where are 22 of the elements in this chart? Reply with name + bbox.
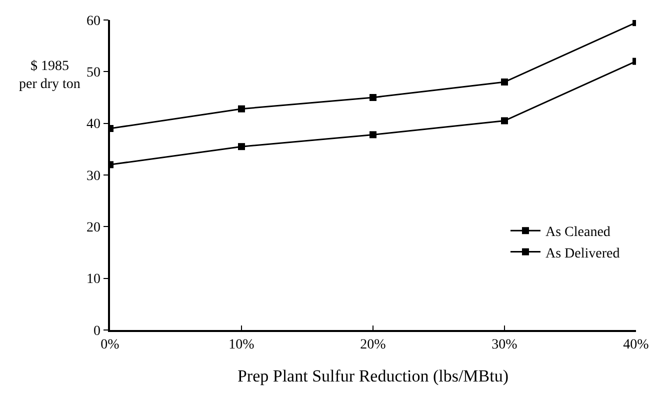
y-axis-title: $ 1985 per dry ton <box>19 59 80 92</box>
y-tick-label: 60 <box>86 14 100 29</box>
y-tick-label: 10 <box>86 272 100 288</box>
point <box>238 105 245 112</box>
y-tick-label: 30 <box>86 168 100 184</box>
y-tick-label: 40 <box>86 117 100 132</box>
legend-label: As Delivered <box>545 246 620 262</box>
x-tick-label: 10% <box>228 338 255 353</box>
x-tick-label: 20% <box>360 338 386 353</box>
x-axis-title: Prep Plant Sulfur Reduction (lbs/MBtu) <box>237 366 509 386</box>
point <box>501 78 508 86</box>
point <box>501 117 508 124</box>
point <box>370 94 376 101</box>
point <box>238 143 245 150</box>
y-tick-label: 20 <box>86 220 100 236</box>
y-tick-label: 50 <box>86 66 100 81</box>
x-tick-label: 30% <box>492 338 518 353</box>
y-tick-label: 0 <box>93 324 100 339</box>
point <box>370 131 376 138</box>
x-tick-label: 0% <box>100 338 120 353</box>
legend-label: As Cleaned <box>545 225 610 240</box>
x-tick-label: 40% <box>623 338 650 353</box>
